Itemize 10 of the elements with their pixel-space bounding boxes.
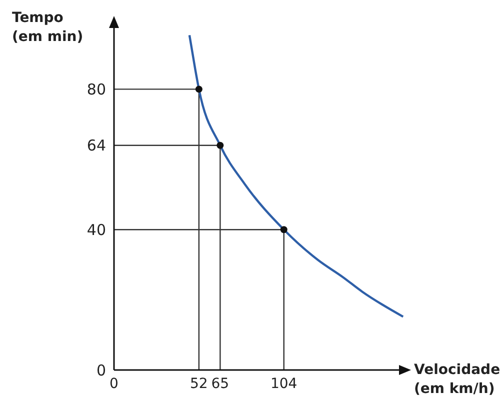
y-tick-label: 40 bbox=[86, 220, 106, 239]
y-tick-label: 80 bbox=[86, 80, 106, 99]
x-tick-label: 52 bbox=[190, 376, 208, 392]
x-axis-title: Velocidade (em km/h) bbox=[414, 362, 500, 397]
x-tick-label: 0 bbox=[110, 376, 118, 392]
y-tick-label: 0 bbox=[96, 361, 106, 380]
y-axis-title: Tempo (em min) bbox=[12, 10, 84, 45]
x-tick-label: 104 bbox=[270, 376, 298, 392]
y-tick-label: 64 bbox=[86, 136, 106, 155]
x-tick-label: 65 bbox=[211, 376, 230, 392]
